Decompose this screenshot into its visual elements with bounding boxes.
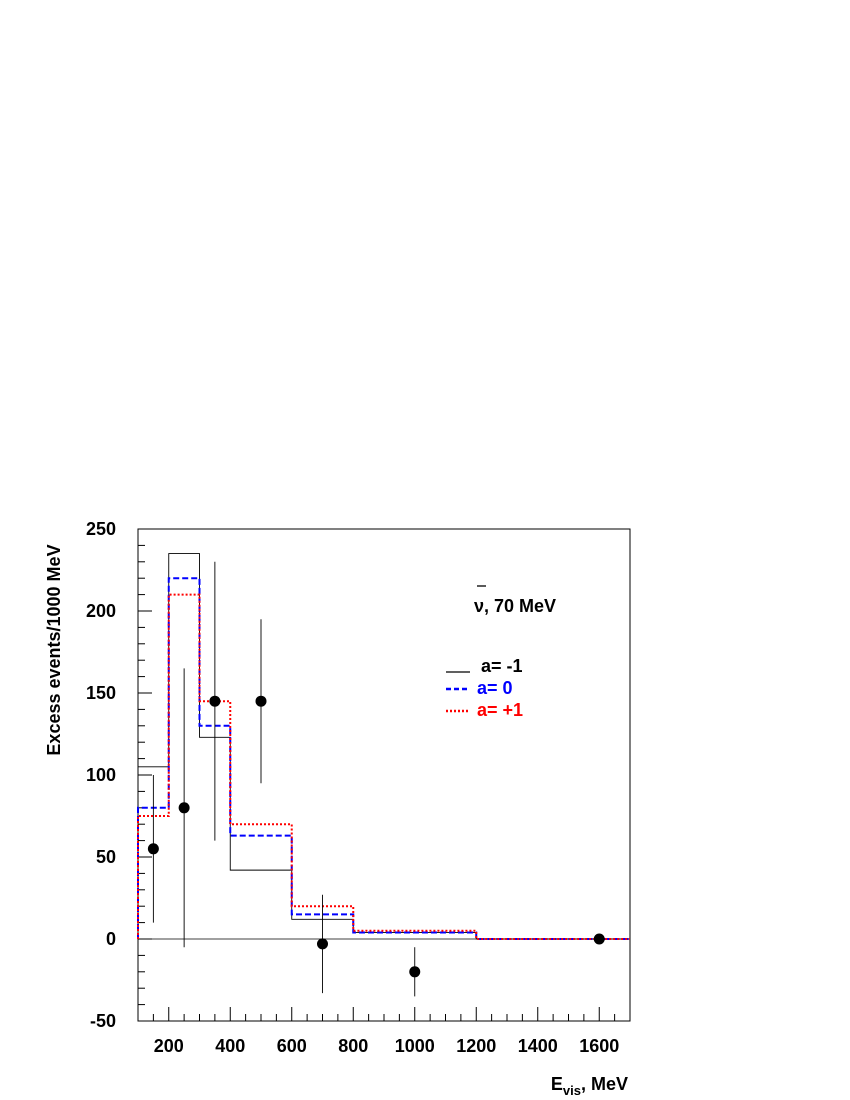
data-point [209, 695, 221, 707]
legend-label-1: a= 0 [477, 678, 513, 698]
x-axis-label-sub: vis [563, 1083, 581, 1098]
y-tick-label: 200 [86, 601, 116, 621]
x-tick-label: 800 [338, 1036, 368, 1056]
data-point [255, 695, 267, 707]
y-tick-label: 250 [86, 519, 116, 539]
x-tick-label: 1600 [579, 1036, 619, 1056]
x-tick-label: 1400 [518, 1036, 558, 1056]
y-tick-label: 0 [106, 929, 116, 949]
legend-label-0: a= -1 [481, 656, 523, 676]
x-axis-label-rest: , MeV [581, 1074, 628, 1094]
x-axis-label-main: E [551, 1074, 563, 1094]
x-tick-label: 600 [277, 1036, 307, 1056]
annotation: ν, 70 MeV [474, 585, 556, 616]
y-tick-label: 150 [86, 683, 116, 703]
x-tick-label: 400 [215, 1036, 245, 1056]
data-point [147, 843, 159, 855]
data-point [409, 966, 421, 978]
x-axis-label: Evis, MeV [551, 1074, 628, 1098]
y-axis-label: Excess events/1000 MeV [44, 544, 64, 755]
y-tick-label: 50 [96, 847, 116, 867]
y-tick-label: -50 [90, 1011, 116, 1031]
plot-frame [137, 528, 631, 1022]
tick-labels: -50 0 50 100 150 200 250 200 400 600 800 1000 1200 14… [86, 519, 619, 1056]
axes [137, 528, 631, 1022]
x-tick-label: 1200 [456, 1036, 496, 1056]
data-point [593, 933, 605, 945]
x-tick-label: 200 [154, 1036, 184, 1056]
hist-series-0 [137, 553, 630, 940]
histograms [137, 553, 630, 940]
data-point [317, 938, 328, 950]
data-points [147, 561, 605, 997]
y-tick-label: 100 [86, 765, 116, 785]
data-point [178, 802, 190, 814]
legend: a= -1a= 0a= +1 [446, 656, 523, 720]
hist-series-1 [137, 577, 630, 940]
hist-series-2 [137, 593, 630, 940]
x-tick-label: 1000 [395, 1036, 435, 1056]
legend-label-2: a= +1 [477, 700, 523, 720]
annotation-text: ν, 70 MeV [474, 596, 556, 616]
